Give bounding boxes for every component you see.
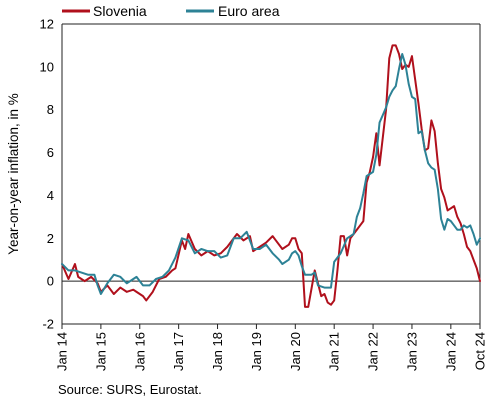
x-tick-label: Oct 24 <box>473 332 488 370</box>
x-tick-label: Jan 19 <box>249 332 264 371</box>
y-tick-label: 4 <box>47 188 54 203</box>
y-tick-label: 8 <box>47 102 54 117</box>
legend-label-slovenia: Slovenia <box>93 3 147 19</box>
y-tick-label: 2 <box>47 231 54 246</box>
y-tick-label: 0 <box>47 274 54 289</box>
source-note: Source: SURS, Eurostat. <box>58 382 202 397</box>
y-tick-label: 12 <box>40 17 54 32</box>
x-tick-label: Jan 23 <box>404 332 419 371</box>
x-tick-label: Jan 15 <box>93 332 108 371</box>
x-tick-label: Jan 16 <box>132 332 147 371</box>
y-axis-label: Year-on-year inflation, in % <box>6 93 21 255</box>
x-tick-label: Jan 14 <box>55 332 70 371</box>
series-line-slovenia <box>61 44 481 308</box>
series-lines <box>61 44 481 308</box>
x-tick-label: Jan 18 <box>210 332 225 371</box>
series-line-euro-area <box>61 53 481 295</box>
y-tick-label: 6 <box>47 145 54 160</box>
y-tick-label: -2 <box>42 317 54 332</box>
x-tick-label: Jan 17 <box>171 332 186 371</box>
legend-label-euro-area: Euro area <box>218 3 280 19</box>
x-tick-label: Jan 20 <box>288 332 303 371</box>
x-tick-label: Jan 22 <box>366 332 381 371</box>
x-tick-label: Jan 24 <box>443 332 458 371</box>
x-axis-ticks: Jan 14 Jan 15 Jan 16 Jan 17 Jan 18 Jan 19 Jan … <box>55 324 488 371</box>
y-tick-label: 10 <box>40 59 54 74</box>
legend: Slovenia Euro area <box>62 3 280 19</box>
y-axis-ticks: -2 0 2 4 6 8 10 12 <box>40 17 54 332</box>
x-tick-label: Jan 21 <box>327 332 342 371</box>
inflation-chart: Slovenia Euro area Year-on-year inflatio… <box>6 3 488 371</box>
